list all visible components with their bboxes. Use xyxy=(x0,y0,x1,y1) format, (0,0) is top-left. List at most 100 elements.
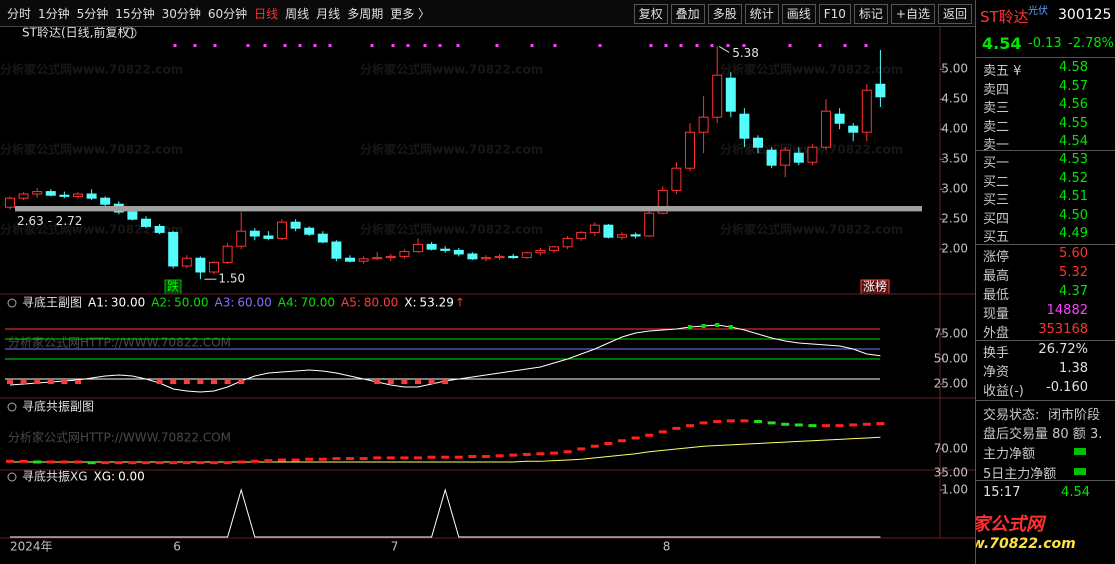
toolbar-tab[interactable]: 5分钟 xyxy=(76,6,109,21)
ask-value: 4.58 xyxy=(1059,60,1088,75)
toolbar-tab[interactable]: 30分钟 xyxy=(161,6,201,21)
candle-body xyxy=(59,194,70,197)
toolbar-button[interactable]: 返回 xyxy=(937,3,972,24)
resonance-line xyxy=(10,436,881,463)
level-name: A5: xyxy=(341,296,361,310)
toolbar-button[interactable]: 画线 xyxy=(781,3,816,24)
logo-name: 分析家公式网 xyxy=(976,514,1044,535)
resonance-dash xyxy=(835,424,844,428)
candle-body xyxy=(127,211,138,220)
signal-dot xyxy=(173,44,177,47)
y-tick-label: 4.50 xyxy=(941,92,968,106)
resonance-dash xyxy=(87,461,96,465)
level-value: 80.00 xyxy=(364,296,398,310)
stat-label: 收益(-) xyxy=(983,384,1024,399)
stock-name: ST聆达 xyxy=(980,8,1029,26)
resonance-dash xyxy=(699,421,708,425)
toolbar-tab[interactable]: 分时 xyxy=(7,6,32,21)
chart-title: ST聆达(日线,前复权) xyxy=(22,25,134,40)
candle-body xyxy=(807,146,818,163)
toolbar-tab[interactable]: 周线 xyxy=(285,6,310,21)
low-marker xyxy=(7,380,13,384)
tabs: 分时 1分钟 5分钟 15分钟 30分钟 60分钟 日线 周线 月线 多周期 更多 〉 xyxy=(0,5,430,22)
resonance-dash xyxy=(142,461,150,465)
low-marker xyxy=(442,380,449,384)
low-marker xyxy=(156,380,163,384)
candle-body xyxy=(249,230,260,237)
resonance-dash xyxy=(618,439,626,443)
flow-bar xyxy=(1074,448,1086,455)
toolbar-button[interactable]: F10 xyxy=(818,3,851,24)
resonance-dash xyxy=(359,457,368,461)
candle-body xyxy=(753,137,763,148)
resonance-dash xyxy=(781,422,790,426)
quote-panel: ST聆达 光伏 300125 4.54 -0.13 -2.78% 卖五 ¥ 4.58 卖四 4.5… xyxy=(975,0,1115,564)
candle-body xyxy=(5,197,15,208)
signal-dot xyxy=(864,44,868,47)
signal-dot xyxy=(710,44,714,47)
resonance-dash xyxy=(754,420,762,424)
resonance-dash xyxy=(672,426,681,430)
toolbar-button[interactable]: 多股 xyxy=(707,3,742,24)
watermark: 分析家公式网www.70822.com xyxy=(360,142,543,157)
separator xyxy=(976,150,1115,151)
candle-body xyxy=(535,249,546,254)
signal-dot xyxy=(283,44,287,47)
candle-body xyxy=(154,225,165,233)
resonance-dash xyxy=(210,461,218,465)
panel-icon xyxy=(7,402,17,412)
resonance-dash xyxy=(726,419,735,423)
low-marker xyxy=(211,380,217,384)
candle-body xyxy=(277,221,287,239)
toolbar-button[interactable]: 统计 xyxy=(744,3,779,24)
resonance-dash xyxy=(237,460,246,464)
stat-value: 353168 xyxy=(1038,322,1088,337)
signal-dot xyxy=(553,44,557,47)
toolbar-button[interactable]: +自选 xyxy=(890,3,935,24)
resonance-dash xyxy=(645,433,654,437)
signal-dot xyxy=(246,44,250,47)
title-icon xyxy=(125,27,137,39)
signal-dot xyxy=(530,44,534,47)
toolbar-button[interactable]: 复权 xyxy=(633,3,668,24)
toolbar-button[interactable]: 标记 xyxy=(853,3,888,24)
toolbar-tab[interactable]: 月线 xyxy=(316,6,341,21)
candle-body xyxy=(875,83,886,98)
resonance-dash xyxy=(19,459,28,463)
flow-bar xyxy=(1074,468,1086,475)
resonance-dash xyxy=(74,460,82,464)
stat-label: 外盘 xyxy=(983,326,1010,341)
toolbar-tab[interactable]: 15分钟 xyxy=(115,6,155,21)
signal-dot xyxy=(598,44,602,47)
toolbar-tab[interactable]: 60分钟 xyxy=(207,6,248,21)
bid-value: 4.52 xyxy=(1059,170,1088,186)
toolbar-button[interactable]: 叠加 xyxy=(670,3,705,24)
candle-body xyxy=(834,113,845,124)
y-tick-label: 1.00 xyxy=(941,482,968,496)
toolbar-tab[interactable]: 1分钟 xyxy=(38,6,70,21)
watermark: 分析家公式网HTTP://WWW.70822.COM xyxy=(8,335,231,350)
candle-body xyxy=(168,231,179,267)
resonance-dash xyxy=(169,461,178,465)
stat-label: 涨停 xyxy=(983,250,1010,265)
stat-label: 最低 xyxy=(983,288,1010,303)
stat-label: 最高 xyxy=(983,269,1010,284)
resonance-dash xyxy=(590,444,599,448)
separator xyxy=(976,480,1115,481)
signal-dot xyxy=(298,44,302,47)
signal: 跌 xyxy=(167,279,179,294)
candle-body xyxy=(494,255,505,259)
toolbar-tab[interactable]: 多周期 xyxy=(347,6,384,21)
resonance-dash xyxy=(414,456,422,460)
candle-body xyxy=(32,191,43,195)
resonance-dash xyxy=(550,451,558,455)
resonance-dash xyxy=(318,457,327,461)
low-marker xyxy=(387,380,394,384)
signal-dot xyxy=(263,44,267,47)
panel-title: 寻底共振XG xyxy=(22,469,88,484)
toolbar-tab[interactable]: 日线 xyxy=(254,6,279,21)
toolbar-tab[interactable]: 更多 〉 xyxy=(390,6,431,21)
stat-value: 1.38 xyxy=(1059,361,1088,376)
price: 4.54 xyxy=(982,34,1022,53)
high-marker xyxy=(728,325,733,329)
